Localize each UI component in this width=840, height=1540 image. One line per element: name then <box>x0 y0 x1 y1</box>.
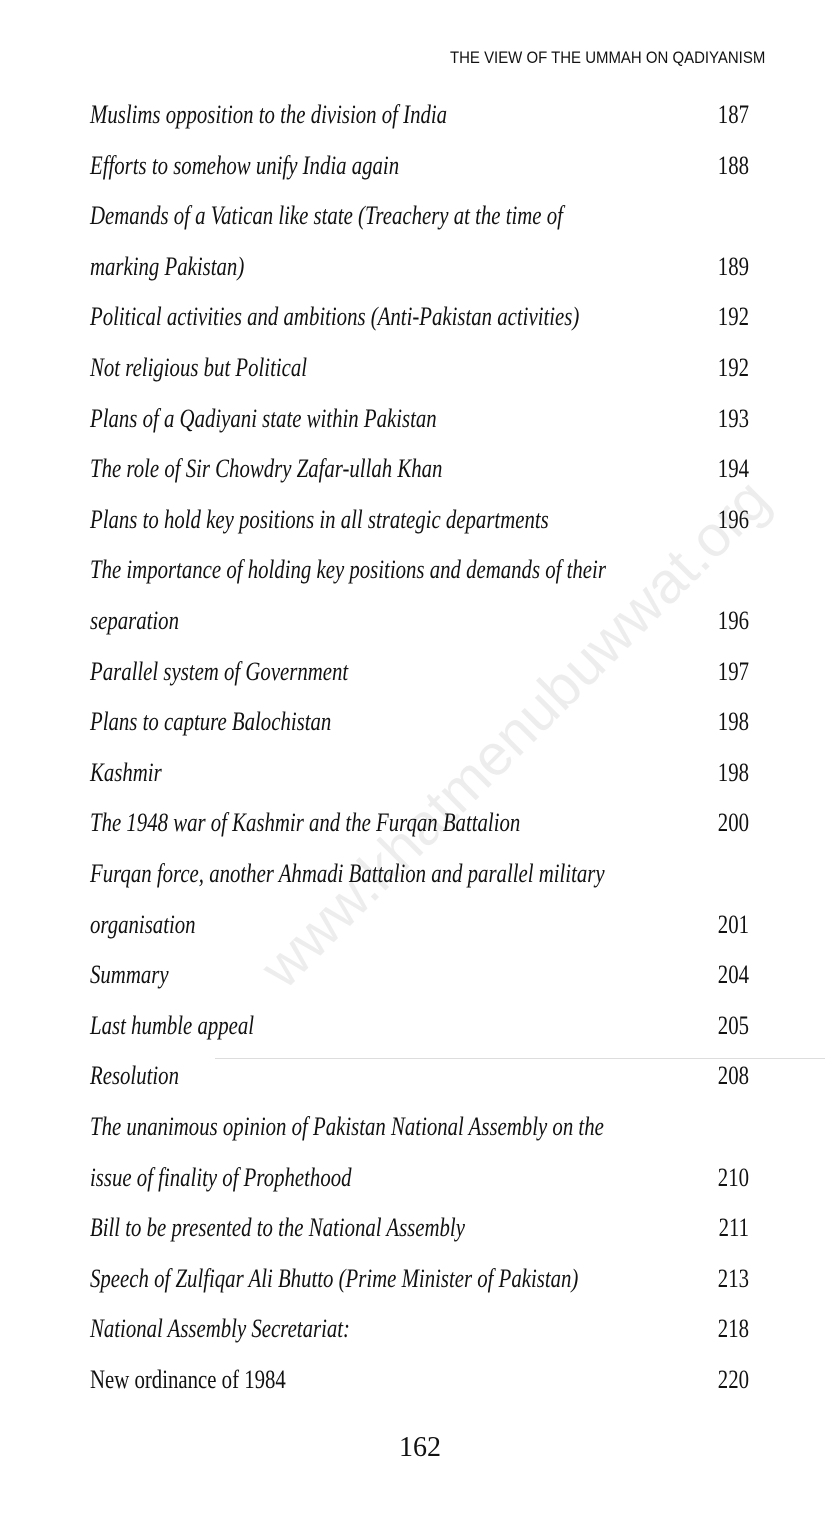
entry-title: Muslims opposition to the division of In… <box>90 100 448 129</box>
entry-title: Bill to be presented to the National Ass… <box>90 1213 465 1243</box>
entry-title: Not religious but Political <box>90 353 308 382</box>
entry-page: 194 <box>717 454 749 484</box>
entry-page: 196 <box>717 606 749 635</box>
entry-title: The role of Sir Chowdry Zafar-ullah Khan <box>90 454 443 484</box>
entry-page: 220 <box>717 1365 749 1394</box>
entry-title: Summary <box>90 960 169 990</box>
entry-title: Speech of Zulfiqar Ali Bhutto (Prime Min… <box>90 1263 579 1293</box>
entry-title: issue of finality of Prophethood <box>90 1162 352 1192</box>
entry-page: 213 <box>717 1263 749 1293</box>
entry-page: 197 <box>717 656 749 686</box>
entry-title: Parallel system of Government <box>90 656 349 686</box>
entry-page: 189 <box>717 251 749 281</box>
entry-title: Last humble appeal <box>90 1010 255 1040</box>
entry-page: 208 <box>717 1061 749 1091</box>
entry-page: 192 <box>717 353 749 382</box>
entry-page: 188 <box>717 150 749 180</box>
entry-title: organisation <box>90 909 196 939</box>
scan-line <box>215 1058 825 1059</box>
entry-page: 200 <box>717 808 749 838</box>
entry-page: 198 <box>717 707 749 737</box>
entry-page: 187 <box>717 100 749 129</box>
entry-title: Plans of a Qadiyani state within Pakista… <box>90 403 437 433</box>
entry-title: Kashmir <box>90 757 162 787</box>
entry-page: 196 <box>717 504 749 534</box>
entry-title: Political activities and ambitions (Anti… <box>90 302 580 332</box>
entry-page: 205 <box>717 1010 749 1040</box>
entry-title: Resolution <box>90 1061 179 1091</box>
entry-title: separation <box>90 606 179 635</box>
entry-page: 204 <box>717 960 749 990</box>
page-number: 162 <box>399 1432 441 1463</box>
entry-title: Plans to capture Balochistan <box>90 707 332 737</box>
entry-page: 201 <box>717 909 749 939</box>
entry-title: Demands of a Vatican like state (Treache… <box>90 201 563 231</box>
entry-page: 218 <box>717 1314 749 1344</box>
entry-title: marking Pakistan) <box>90 251 245 281</box>
entry-title: The 1948 war of Kashmir and the Furqan B… <box>90 808 521 838</box>
entry-title: Plans to hold key positions in all strat… <box>90 504 549 534</box>
entry-page: 198 <box>717 757 749 787</box>
entry-page: 192 <box>717 302 749 332</box>
entry-page: 211 <box>718 1213 749 1243</box>
entry-title: New ordinance of 1984 <box>90 1365 286 1394</box>
running-header: THE VIEW OF THE UMMAH ON QADIYANISM <box>449 48 765 67</box>
entry-page: 193 <box>717 403 749 433</box>
entry-title: Furqan force, another Ahmadi Battalion a… <box>90 859 605 888</box>
entry-title: The importance of holding key positions … <box>90 555 606 585</box>
entry-title: The unanimous opinion of Pakistan Nation… <box>90 1112 604 1141</box>
entry-title: National Assembly Secretariat: <box>90 1314 350 1344</box>
entry-title: Efforts to somehow unify India again <box>90 150 400 180</box>
entry-page: 210 <box>717 1162 749 1192</box>
